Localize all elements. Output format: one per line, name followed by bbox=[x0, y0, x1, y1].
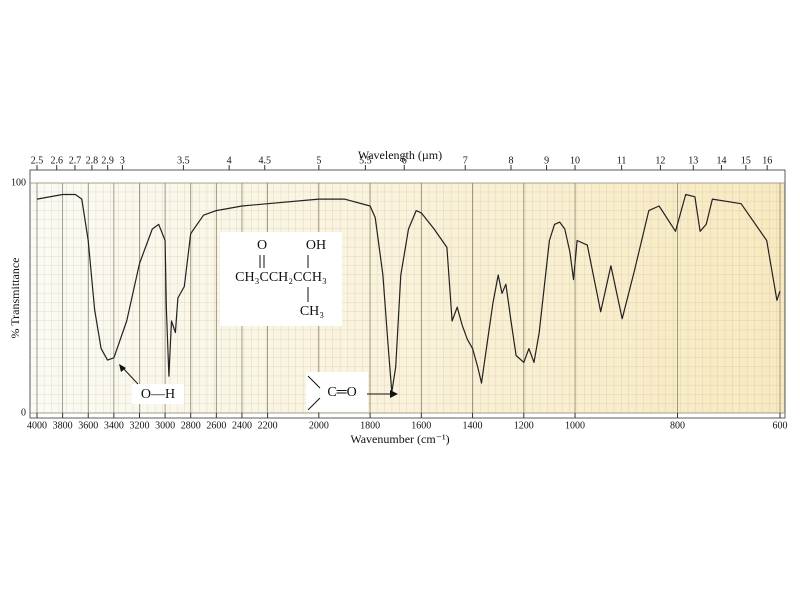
x-tick-label: 1800 bbox=[360, 420, 380, 431]
top-tick-label: 4 bbox=[227, 155, 232, 166]
top-tick-label: 7 bbox=[463, 155, 468, 166]
structure-background bbox=[220, 232, 342, 326]
x-axis-title: Wavenumber (cm⁻¹) bbox=[350, 432, 449, 446]
top-tick-label: 8 bbox=[508, 155, 513, 166]
x-tick-label: 1600 bbox=[411, 420, 431, 431]
x-tick-label: 2800 bbox=[181, 420, 201, 431]
structure-methyl: CH₃ bbox=[300, 304, 324, 319]
top-tick-label: 3.5 bbox=[177, 155, 190, 166]
x-tick-label: 2400 bbox=[232, 420, 252, 431]
structure-hydroxyl: OH bbox=[306, 238, 326, 253]
oh-annotation: O—H bbox=[119, 364, 184, 404]
structure-box: O OH CH₃CCH₂CCH₃ CH₃ bbox=[220, 232, 342, 326]
annotation-label: C═O bbox=[327, 385, 356, 400]
x-tick-label: 2600 bbox=[206, 420, 226, 431]
top-tick-label: 5.5 bbox=[359, 155, 372, 166]
annotation-background bbox=[132, 384, 184, 404]
top-tick-label: 2.9 bbox=[101, 155, 114, 166]
x-tick-label: 2000 bbox=[309, 420, 329, 431]
x-tick-label: 800 bbox=[670, 420, 685, 431]
top-tick-label: 13 bbox=[688, 155, 698, 166]
x-tick-label: 600 bbox=[773, 420, 788, 431]
arrow-head bbox=[390, 390, 398, 398]
structure-oxygen: O bbox=[257, 238, 267, 253]
x-tick-label: 3400 bbox=[104, 420, 124, 431]
top-tick-label: 2.5 bbox=[31, 155, 44, 166]
bond bbox=[307, 375, 321, 389]
top-axis-title: Wavelength (µm) bbox=[358, 148, 442, 162]
top-tick-label: 6 bbox=[402, 155, 407, 166]
top-tick-label: 15 bbox=[741, 155, 751, 166]
bond bbox=[307, 397, 321, 411]
x-tick-label: 3800 bbox=[53, 420, 73, 431]
top-tick-label: 10 bbox=[570, 155, 580, 166]
x-tick-label: 2200 bbox=[258, 420, 278, 431]
top-tick-label: 16 bbox=[762, 155, 772, 166]
top-tick-label: 11 bbox=[617, 155, 627, 166]
arrow-head bbox=[119, 364, 126, 372]
top-tick-label: 12 bbox=[655, 155, 665, 166]
top-tick-label: 14 bbox=[716, 155, 726, 166]
y-tick-label: 0 bbox=[21, 407, 26, 418]
annotation-background bbox=[306, 372, 368, 412]
top-tick-label: 5 bbox=[316, 155, 321, 166]
top-tick-label: 2.6 bbox=[50, 155, 63, 166]
x-tick-label: 4000 bbox=[27, 420, 47, 431]
top-tick-label: 3 bbox=[120, 155, 125, 166]
co-annotation: C═O bbox=[306, 372, 398, 412]
top-tick-label: 2.7 bbox=[69, 155, 82, 166]
x-tick-label: 1200 bbox=[514, 420, 534, 431]
y-axis-title: % Transmittance bbox=[8, 258, 22, 339]
grid-pattern bbox=[30, 183, 785, 413]
y-tick-label: 100 bbox=[11, 177, 26, 188]
annotation-label: O—H bbox=[141, 387, 175, 402]
x-tick-label: 3200 bbox=[129, 420, 149, 431]
top-tick-label: 2.8 bbox=[86, 155, 99, 166]
top-tick-label: 9 bbox=[544, 155, 549, 166]
x-tick-label: 3600 bbox=[78, 420, 98, 431]
spectrum-line bbox=[36, 193, 781, 393]
plot-frame bbox=[29, 169, 786, 419]
structure-main: CH₃CCH₂CCH₃ bbox=[235, 270, 327, 285]
top-tick-label: 4.5 bbox=[258, 155, 271, 166]
x-tick-label: 3000 bbox=[155, 420, 175, 431]
x-tick-label: 1000 bbox=[565, 420, 585, 431]
x-tick-label: 1400 bbox=[463, 420, 483, 431]
